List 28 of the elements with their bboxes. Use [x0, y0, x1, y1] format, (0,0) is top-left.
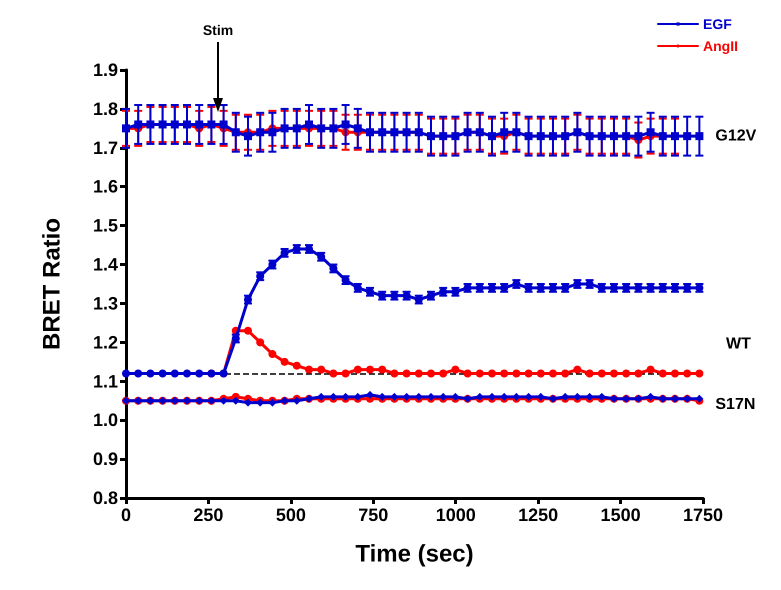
- annotation: G12V: [715, 128, 757, 145]
- y-tick-label: 0.9: [92, 449, 118, 470]
- y-tick-label: 1.1: [92, 371, 118, 392]
- x-tick-label: 1000: [436, 505, 476, 525]
- text: Stim: [202, 22, 234, 38]
- x-tick-label: 750: [358, 505, 388, 525]
- annotation: S17N: [715, 396, 756, 414]
- y-tick-label: 1.0: [92, 410, 118, 430]
- y-tick-label: 1.2: [92, 332, 118, 352]
- y-axis-title: BRET Ratio: [38, 218, 66, 350]
- y-tick-label: 1.8: [92, 98, 118, 119]
- y-tick-label: 0.8: [92, 488, 118, 508]
- y-tick-label: 1.3: [92, 293, 118, 314]
- y-tick-label: 1.7: [92, 138, 118, 158]
- x-tick-label: 250: [193, 505, 224, 525]
- legend-label: AngII: [703, 38, 738, 54]
- y-tick-label: 1.5: [92, 216, 118, 236]
- x-tick-label: 1750: [682, 505, 724, 525]
- x-tick-label: 1250: [518, 505, 558, 525]
- x-tick-label: 0: [120, 505, 132, 525]
- x-axis-title: Time (sec): [355, 540, 474, 568]
- text: WT: [726, 336, 752, 352]
- x-tick-label: 500: [276, 505, 306, 525]
- y-tick-label: 1.9: [92, 60, 118, 80]
- y-tick-label: 1.4: [92, 254, 118, 275]
- legend-label: EGF: [703, 16, 732, 32]
- x-tick-label: 1500: [600, 505, 641, 525]
- y-tick-label: 1.6: [92, 176, 118, 197]
